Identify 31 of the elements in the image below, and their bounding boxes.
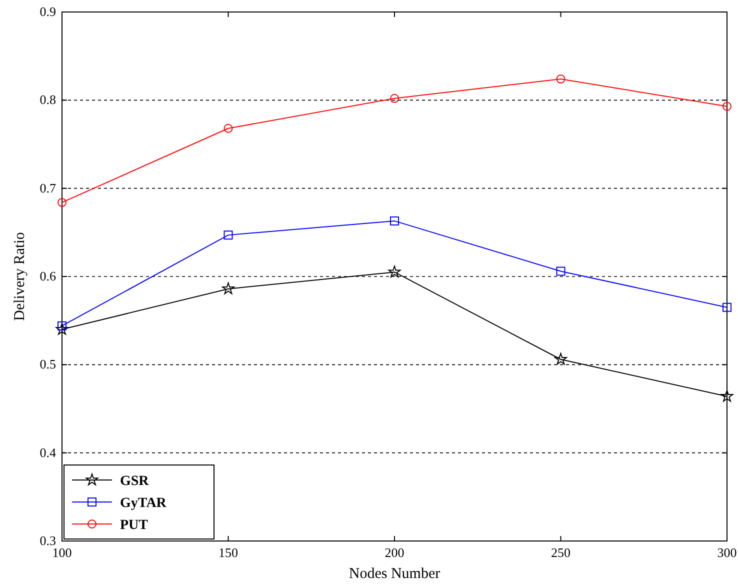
x-tick-label: 100 (52, 545, 72, 560)
point (388, 266, 401, 278)
point (224, 230, 233, 240)
x-tick-label: 250 (551, 545, 570, 560)
point (556, 74, 566, 84)
x-tick-label: 150 (218, 545, 238, 560)
y-tick-label: 0.5 (40, 356, 56, 372)
legend-label: GyTAR (120, 496, 168, 511)
point (554, 352, 567, 365)
y-tick-label: 0.7 (40, 180, 56, 196)
point (222, 282, 234, 294)
x-tick-label: 300 (717, 545, 737, 560)
y-tick-label: 0.8 (40, 92, 56, 108)
x-axis-title: Nodes Number (348, 566, 440, 582)
legend-label: PUT (120, 518, 149, 533)
point (224, 124, 233, 133)
y-tick-label: 0.6 (40, 268, 56, 284)
y-tick-label: 0.9 (40, 4, 56, 19)
y-tick-label: 0.3 (40, 533, 56, 548)
point (720, 390, 734, 402)
point (556, 266, 566, 276)
point (390, 216, 399, 226)
legend-label: GSR (120, 474, 150, 489)
point (722, 102, 732, 111)
x-tick-label: 200 (384, 545, 404, 560)
point (722, 302, 732, 312)
point (58, 198, 66, 207)
y-axis-title: Delivery Ratio (12, 232, 28, 321)
point (390, 94, 399, 103)
point (56, 322, 68, 335)
y-tick-label: 0.4 (40, 444, 56, 460)
